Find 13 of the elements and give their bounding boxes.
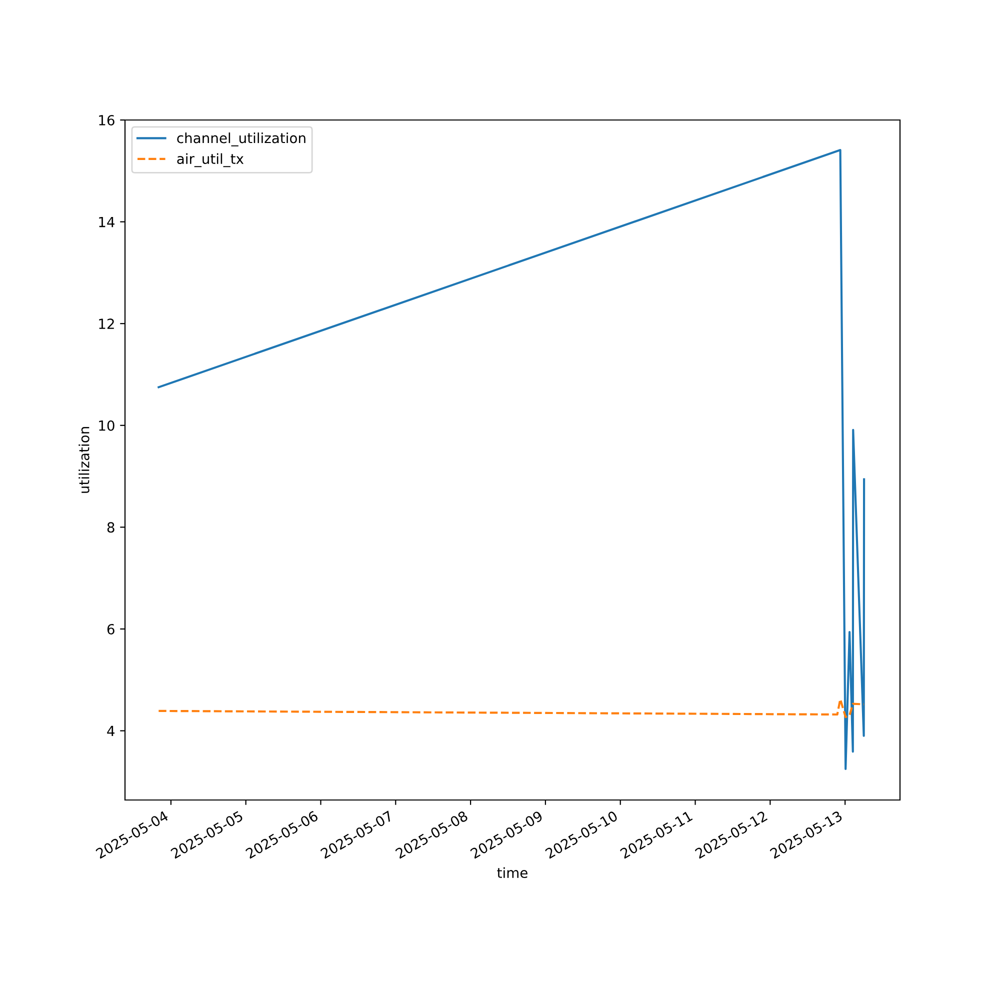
y-tick-label: 14 — [99, 216, 114, 228]
y-tick-label: 4 — [107, 726, 114, 736]
legend-label: channel_utilization — [177, 132, 306, 146]
line-series — [158, 148, 866, 770]
y-tick-label: 16 — [99, 114, 114, 126]
y-tick-label: 10 — [99, 420, 114, 431]
y-tick-label: 12 — [99, 318, 114, 329]
y-tick-label: 8 — [107, 522, 114, 533]
y-tick-label: 6 — [107, 624, 114, 634]
x-axis-title: time — [497, 867, 528, 878]
y-axis-title: utilization — [78, 427, 90, 493]
legend-label: air_util_tx — [177, 153, 244, 168]
line-series — [158, 698, 865, 718]
